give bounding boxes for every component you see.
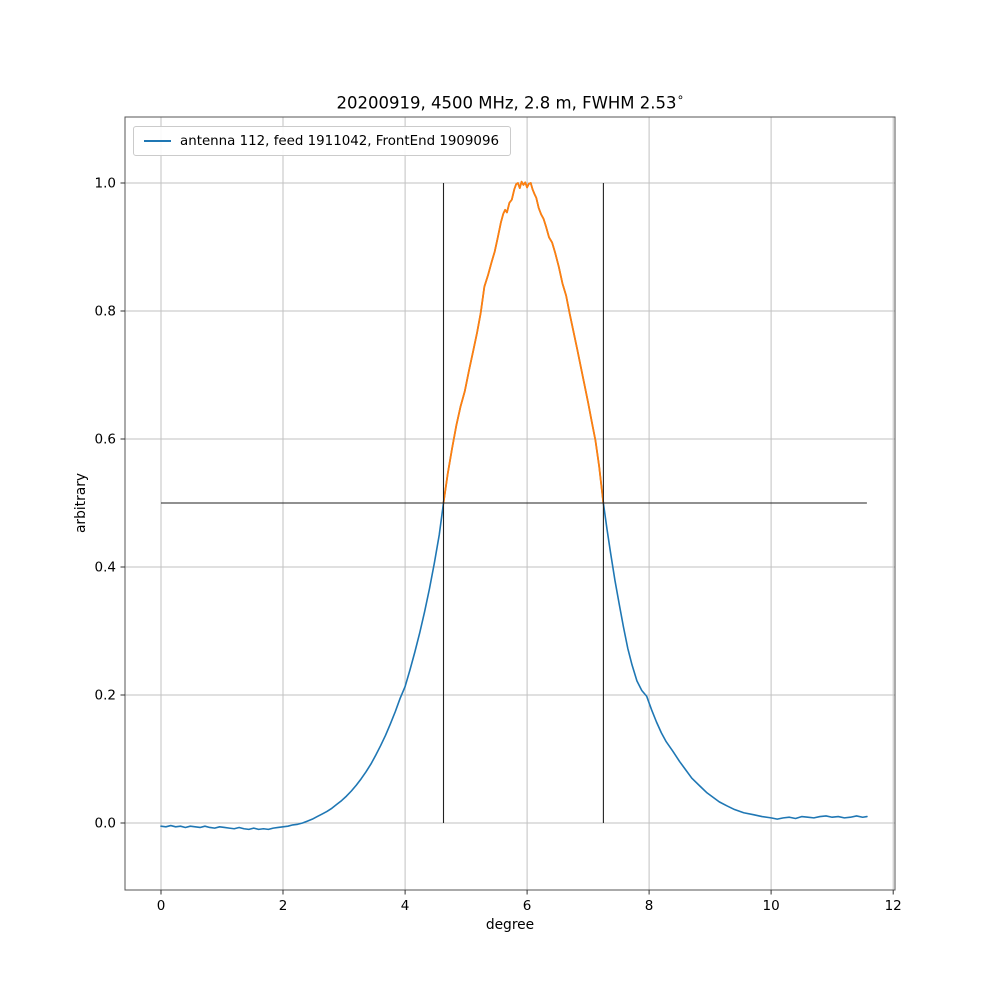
x-tick-label: 0 [157,898,166,914]
x-tick-label: 4 [401,898,410,914]
y-tick-label: 0.4 [95,560,116,576]
legend-box: antenna 112, feed 1911042, FrontEnd 1909… [133,126,511,156]
x-tick-label: 12 [885,898,902,914]
axes-frame [124,116,896,891]
plot-title: 20200919, 4500 MHz, 2.8 m, FWHM 2.53° [125,93,895,113]
x-tick-label: 8 [645,898,654,914]
beam-profile-line [160,180,868,831]
y-tick-label: 1.0 [95,176,116,192]
y-tick-label: 0.6 [95,432,116,448]
fwhm-segment-line [442,180,605,504]
y-axis-label: arbitrary [73,472,89,534]
y-tick-label: 0.2 [95,688,116,704]
x-axis-label: degree [485,917,535,933]
x-tick-label: 6 [523,898,532,914]
degree-symbol: ° [677,93,684,107]
x-tick-label: 10 [763,898,780,914]
x-tick-label: 2 [279,898,288,914]
legend-label: antenna 112, feed 1911042, FrontEnd 1909… [180,133,499,149]
legend-line-sample [144,140,171,142]
plot-title-text: 20200919, 4500 MHz, 2.8 m, FWHM 2.53 [336,93,677,113]
y-tick-label: 0.0 [95,816,116,832]
y-tick-label: 0.8 [95,304,116,320]
